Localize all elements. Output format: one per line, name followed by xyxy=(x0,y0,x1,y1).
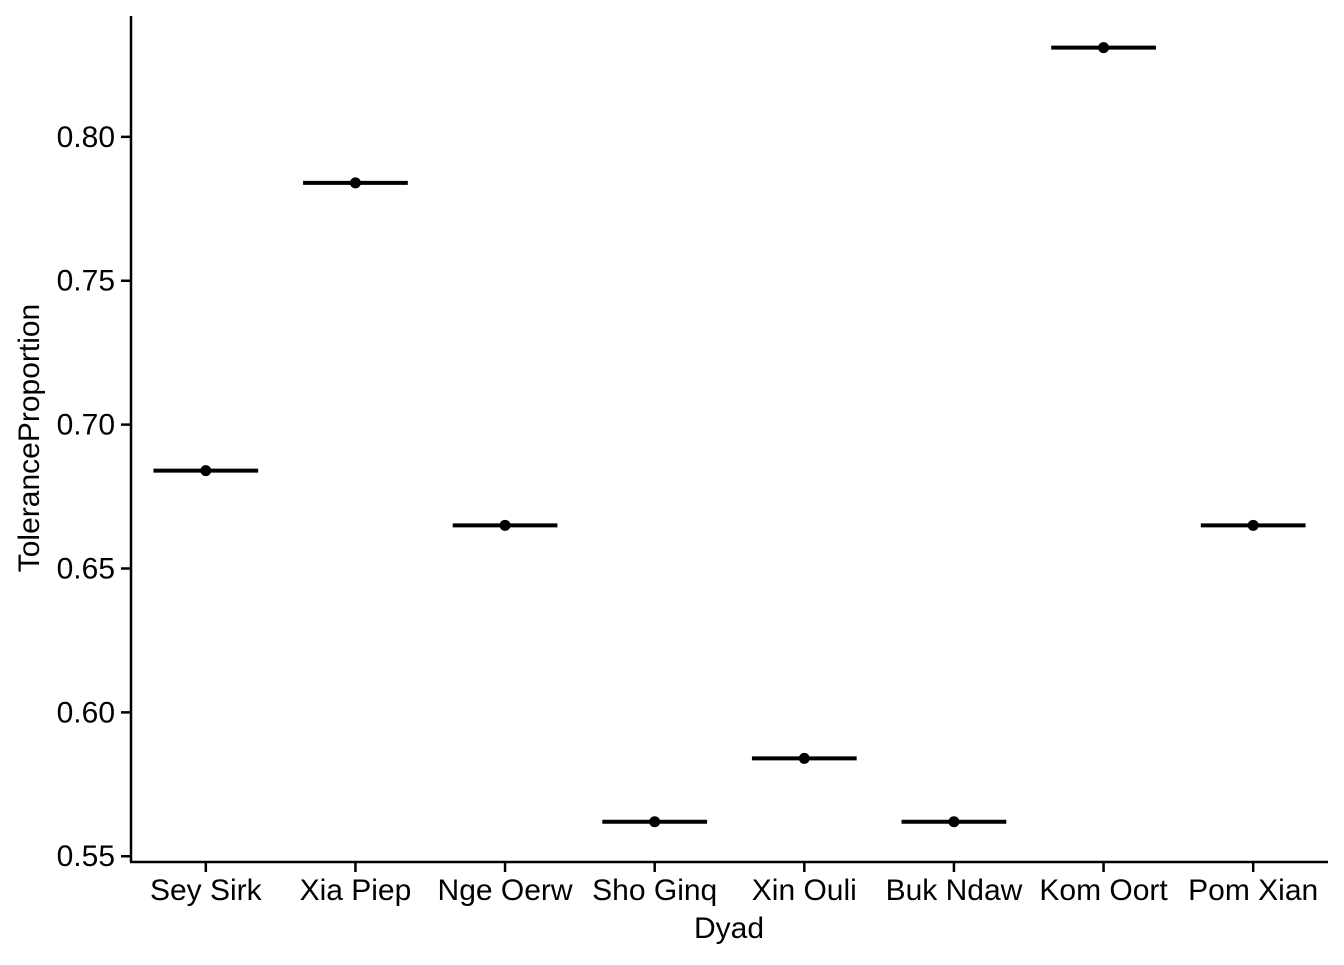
y-tick-label: 0.75 xyxy=(57,265,115,298)
data-point xyxy=(349,177,361,189)
y-tick-label: 0.70 xyxy=(57,409,115,442)
x-tick-label: Buk Ndaw xyxy=(886,874,1023,907)
y-axis-title: ToleranceProportion xyxy=(13,304,46,573)
y-axis-ticks: 0.55 0.60 0.65 0.70 0.75 0.80 xyxy=(57,121,131,873)
data-point xyxy=(649,816,661,828)
x-tick-label: Kom Oort xyxy=(1039,874,1168,907)
data-point xyxy=(499,519,511,531)
x-tick-label: Sey Sirk xyxy=(150,874,263,907)
x-axis-ticks: Sey Sirk Xia Piep Nge Oerw Sho Ginq Xin Ouli… xyxy=(150,862,1318,907)
x-tick-label: Pom Xian xyxy=(1188,874,1318,907)
x-tick-label: Sho Ginq xyxy=(592,874,717,907)
data-point xyxy=(948,816,960,828)
y-tick-label: 0.65 xyxy=(57,552,115,585)
data-point xyxy=(1247,519,1259,531)
x-tick-label: Xin Ouli xyxy=(752,874,857,907)
data-point xyxy=(798,752,810,764)
x-axis-title: Dyad xyxy=(694,912,764,945)
plot-area xyxy=(153,42,1306,828)
data-point xyxy=(200,465,212,477)
data-point xyxy=(1098,42,1110,54)
y-tick-label: 0.80 xyxy=(57,121,115,154)
x-tick-label: Xia Piep xyxy=(300,874,412,907)
y-tick-label: 0.60 xyxy=(57,696,115,729)
x-tick-label: Nge Oerw xyxy=(438,874,573,907)
y-tick-label: 0.55 xyxy=(57,840,115,873)
